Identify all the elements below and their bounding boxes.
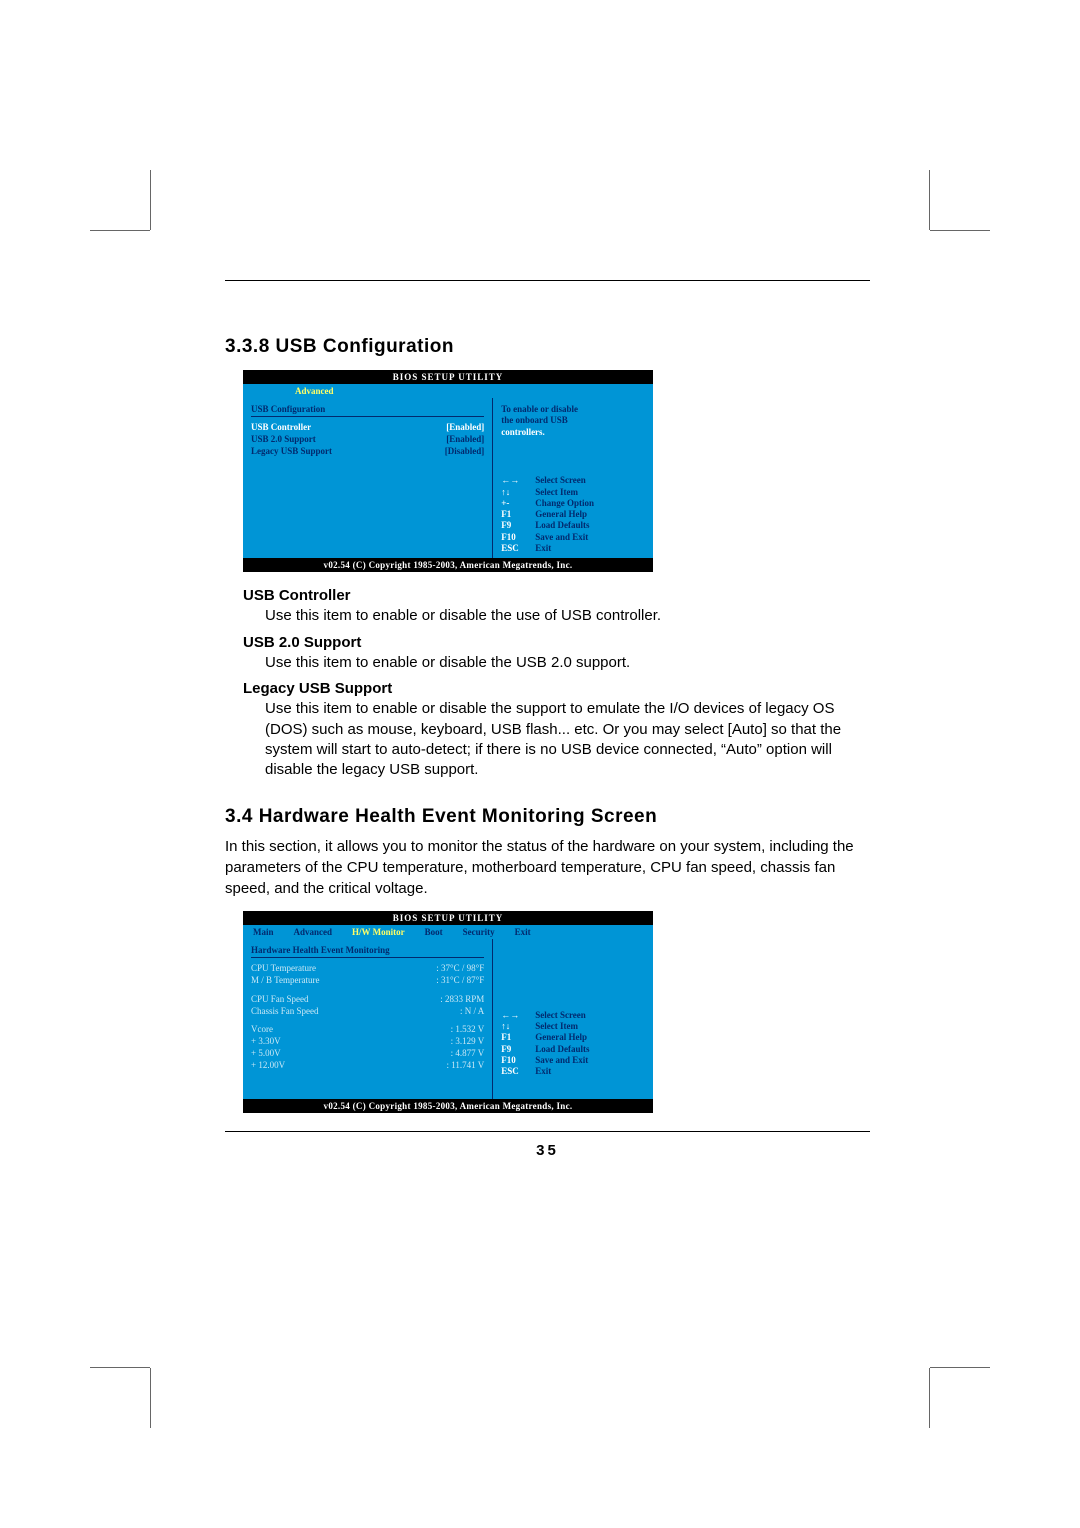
desc-term: Legacy USB Support [243,679,870,699]
bios-key-row: ESCExit [501,1066,647,1077]
top-rule [225,280,870,281]
bios-key-row: ESCExit [501,543,647,554]
bios-key-row: +-Change Option [501,498,647,509]
bios-setting-row: Legacy USB Support[Disabled] [251,445,484,457]
bios-hint: To enable or disable the onboard USB con… [501,404,647,438]
bios-right-panel: To enable or disable the onboard USB con… [493,398,653,558]
desc-body: Use this item to enable or disable the s… [265,699,870,780]
bios-key-row: ←→Select Screen [501,1010,647,1021]
crop-mark [90,1367,150,1368]
bios-left-panel: USB Configuration USB Controller[Enabled… [243,398,493,558]
bios-title: BIOS SETUP UTILITY [243,911,653,925]
desc-term: USB Controller [243,586,870,606]
bios-screenshot-hw: BIOS SETUP UTILITY MainAdvancedH/W Monit… [243,911,653,1113]
bios-key-row: F10Save and Exit [501,1055,647,1066]
bios-key-row: F9Load Defaults [501,1044,647,1055]
bios-key-legend: ←→Select Screen↑↓Select Item+-Change Opt… [501,475,647,554]
section-intro-hw: In this section, it allows you to monito… [225,836,870,899]
desc-body: Use this item to enable or disable the U… [265,653,870,673]
crop-mark [929,1368,930,1428]
section-heading-usb: 3.3.8 USB Configuration [225,336,870,358]
bios-reading-row: + 3.30V: 3.129 V [251,1035,484,1047]
bios-tab: H/W Monitor [342,925,415,939]
crop-mark [930,1367,990,1368]
desc-term: USB 2.0 Support [243,633,870,653]
crop-mark [150,1368,151,1428]
page-number: 35 [225,1142,870,1159]
bios-setting-row: USB Controller[Enabled] [251,421,484,433]
bios-reading-row: + 12.00V: 11.741 V [251,1059,484,1071]
bios-tabs: MainAdvancedH/W MonitorBootSecurityExit [243,925,653,939]
bios-key-row: ↑↓Select Item [501,487,647,498]
bios-reading-row: M / B Temperature: 31°C / 87°F [251,974,484,986]
bottom-rule [225,1131,870,1132]
bios-key-row: ←→Select Screen [501,475,647,486]
bios-setting-row: USB 2.0 Support[Enabled] [251,433,484,445]
bios-panel-heading: Hardware Health Event Monitoring [251,945,484,958]
crop-mark [150,170,151,230]
bios-tabs: Advanced [243,384,653,398]
bios-reading-row: Chassis Fan Speed: N / A [251,1005,484,1017]
bios-panel-heading: USB Configuration [251,404,484,417]
page-content: 3.3.8 USB Configuration BIOS SETUP UTILI… [225,280,870,1159]
bios-key-row: F9Load Defaults [501,520,647,531]
bios-left-panel: Hardware Health Event Monitoring CPU Tem… [243,939,493,1099]
crop-mark [929,170,930,230]
bios-tab: Boot [415,925,453,939]
bios-tab: Advanced [284,925,343,939]
section-heading-hw: 3.4 Hardware Health Event Monitoring Scr… [225,806,870,828]
bios-tab: Main [243,925,284,939]
crop-mark [930,230,990,231]
bios-reading-row: Vcore: 1.532 V [251,1023,484,1035]
bios-reading-row: CPU Fan Speed: 2833 RPM [251,993,484,1005]
bios-title: BIOS SETUP UTILITY [243,370,653,384]
bios-key-row: F1General Help [501,1032,647,1043]
bios-reading-row: + 5.00V: 4.877 V [251,1047,484,1059]
bios-footer: v02.54 (C) Copyright 1985-2003, American… [243,558,653,572]
bios-screenshot-usb: BIOS SETUP UTILITY Advanced USB Configur… [243,370,653,572]
bios-key-row: F1General Help [501,509,647,520]
bios-reading-row: CPU Temperature: 37°C / 98°F [251,962,484,974]
bios-key-legend: ←→Select Screen↑↓Select ItemF1General He… [501,1010,647,1078]
bios-tab-advanced: Advanced [285,384,344,398]
bios-right-panel: ←→Select Screen↑↓Select ItemF1General He… [493,939,653,1099]
bios-key-row: ↑↓Select Item [501,1021,647,1032]
usb-descriptions: USB ControllerUse this item to enable or… [243,586,870,780]
crop-mark [90,230,150,231]
bios-key-row: F10Save and Exit [501,532,647,543]
desc-body: Use this item to enable or disable the u… [265,606,870,626]
bios-tab: Exit [505,925,541,939]
bios-tab: Security [453,925,505,939]
bios-footer: v02.54 (C) Copyright 1985-2003, American… [243,1099,653,1113]
